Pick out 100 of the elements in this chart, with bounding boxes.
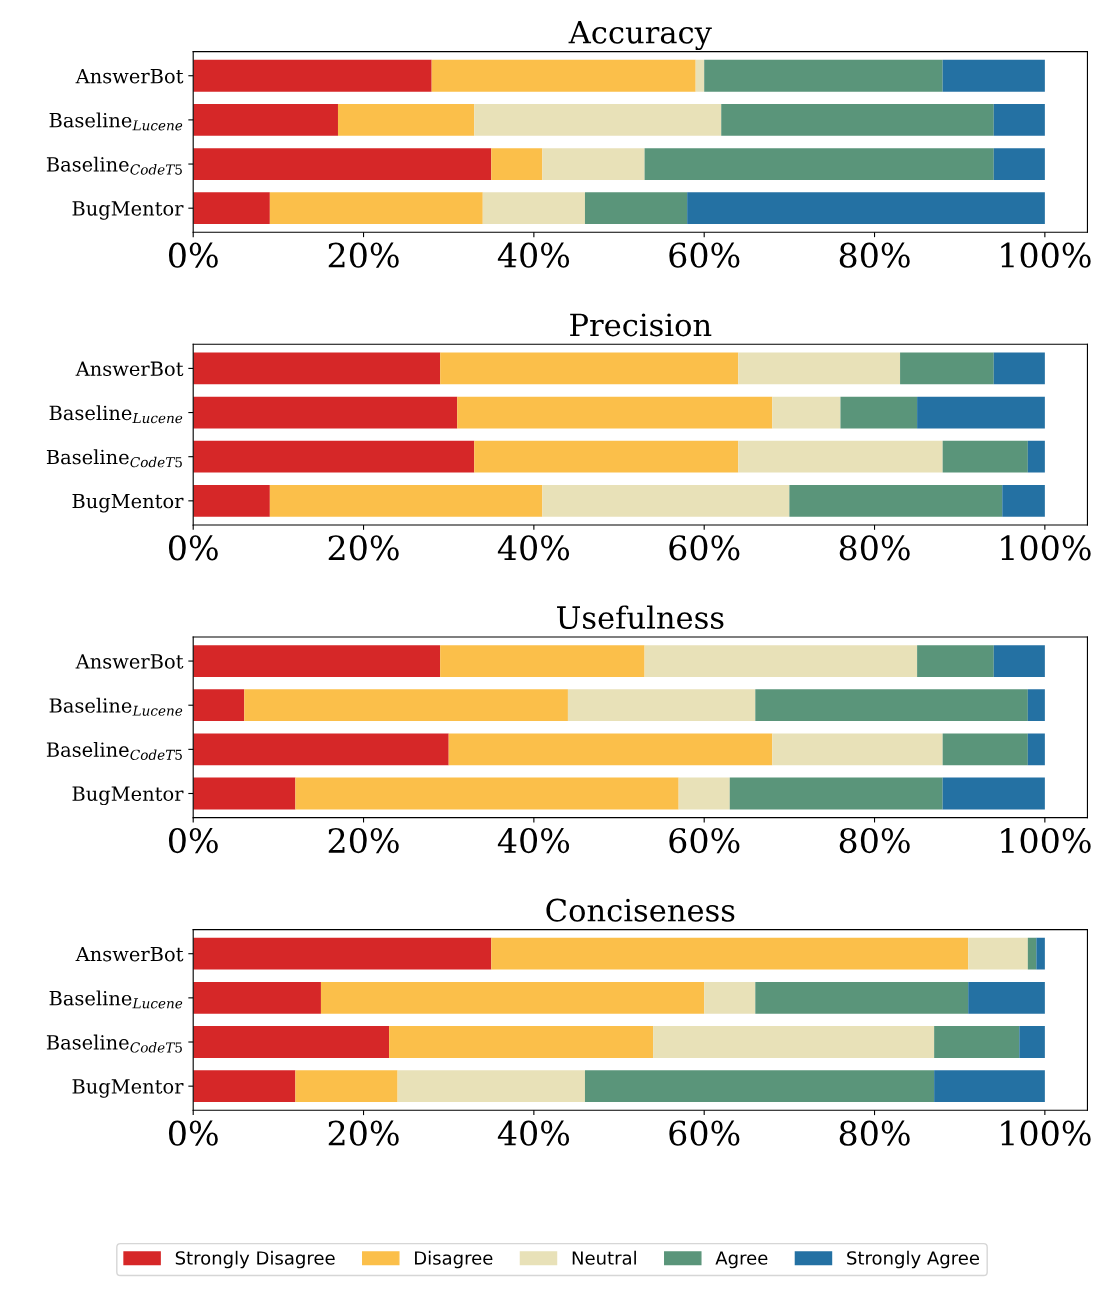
bar xyxy=(993,148,1045,180)
legend-label: Agree xyxy=(715,1251,768,1269)
bar xyxy=(295,1070,398,1103)
bar xyxy=(244,689,568,722)
x-tick-label: 100% xyxy=(1001,1120,1091,1146)
bar xyxy=(917,396,1045,429)
y-tick-label: AnswerBot xyxy=(75,654,184,669)
x-tick-label: 0% xyxy=(168,535,218,561)
bar xyxy=(755,981,969,1014)
bar xyxy=(491,937,969,970)
legend-label: Strongly Agree xyxy=(847,1250,979,1269)
bar xyxy=(644,645,918,677)
bar xyxy=(772,396,841,429)
y-tick-label: BugMentor xyxy=(72,1079,184,1098)
bar xyxy=(942,59,1045,92)
bar xyxy=(993,352,1045,385)
x-tick-label: 100% xyxy=(1001,535,1091,561)
x-tick-label: 0% xyxy=(168,1120,218,1146)
bar xyxy=(440,645,645,677)
bar xyxy=(193,981,321,1014)
bar xyxy=(772,733,943,766)
chart-title: Precision xyxy=(570,313,712,337)
bar xyxy=(993,104,1045,136)
legend-label: Strongly Disagree xyxy=(175,1250,335,1269)
bar xyxy=(448,733,773,766)
bar xyxy=(968,981,1045,1014)
y-tick-label: BugMentor xyxy=(72,493,184,513)
y-tick-label: Baseline$_{Lucene}$ xyxy=(49,112,183,131)
legend-label: Disagree xyxy=(415,1250,493,1269)
y-tick-label: Baseline$_{Lucene}$ xyxy=(49,990,183,1009)
y-tick-label: BugMentor xyxy=(72,786,184,806)
bar xyxy=(917,645,994,677)
x-tick-label: 20% xyxy=(328,827,399,854)
y-tick-label: Baseline$_{CodeT5}$ xyxy=(46,156,182,175)
bar xyxy=(695,59,705,92)
bar xyxy=(738,440,943,473)
bar xyxy=(942,777,1045,810)
bar xyxy=(193,192,270,225)
bar xyxy=(193,689,245,722)
bar xyxy=(993,645,1045,677)
y-tick-label: Baseline$_{Lucene}$ xyxy=(49,405,183,424)
x-tick-label: 0% xyxy=(168,242,218,268)
bar xyxy=(397,1070,585,1103)
bar xyxy=(704,59,943,92)
bar xyxy=(1002,484,1045,517)
bar xyxy=(1019,1026,1045,1058)
bar xyxy=(193,1026,390,1058)
chart-title: Conciseness xyxy=(546,898,735,922)
bar xyxy=(900,352,994,385)
bar xyxy=(389,1026,654,1058)
bar xyxy=(193,59,432,92)
x-tick-label: 40% xyxy=(497,535,570,561)
bar xyxy=(193,148,492,180)
bar xyxy=(542,484,790,517)
bar xyxy=(193,440,475,473)
y-tick-label: BugMentor xyxy=(72,201,184,220)
bar xyxy=(193,396,458,429)
x-tick-label: 60% xyxy=(669,827,740,854)
bar xyxy=(474,104,722,136)
x-tick-label: 40% xyxy=(497,242,570,268)
y-tick-label: Baseline$_{CodeT5}$ xyxy=(46,1034,182,1053)
bar xyxy=(584,192,688,225)
bar xyxy=(320,981,705,1014)
x-tick-label: 60% xyxy=(669,1120,740,1146)
x-tick-label: 0% xyxy=(168,827,218,854)
legend-label: Neutral xyxy=(572,1250,636,1265)
x-tick-label: 80% xyxy=(839,242,910,268)
y-tick-label: AnswerBot xyxy=(75,946,184,962)
x-tick-label: 100% xyxy=(1001,827,1091,854)
bar xyxy=(193,645,441,677)
x-tick-label: 80% xyxy=(839,1120,910,1146)
x-tick-label: 80% xyxy=(839,827,910,854)
bar xyxy=(1027,733,1045,766)
bar xyxy=(269,192,483,225)
bar xyxy=(1027,689,1045,722)
bar xyxy=(193,733,449,766)
bar xyxy=(567,689,756,722)
x-tick-label: 80% xyxy=(839,535,910,561)
x-tick-label: 20% xyxy=(328,1120,399,1146)
bar xyxy=(193,1070,296,1103)
bar xyxy=(295,777,679,810)
bar xyxy=(721,104,994,136)
bar xyxy=(704,981,756,1014)
bar xyxy=(678,777,730,810)
y-tick-label: AnswerBot xyxy=(75,361,184,377)
bar xyxy=(942,733,1028,766)
x-tick-label: 20% xyxy=(328,535,399,561)
x-tick-label: 40% xyxy=(497,827,570,854)
y-tick-label: Baseline$_{CodeT5}$ xyxy=(46,449,182,468)
x-tick-label: 20% xyxy=(328,242,399,268)
bar xyxy=(644,148,994,180)
bar xyxy=(1027,440,1045,473)
bar xyxy=(193,777,296,810)
bar xyxy=(542,148,645,180)
bar xyxy=(755,689,1028,722)
bar xyxy=(840,396,918,429)
bar xyxy=(942,440,1028,473)
bar xyxy=(482,192,585,225)
bar xyxy=(440,352,739,385)
bar xyxy=(653,1026,935,1058)
